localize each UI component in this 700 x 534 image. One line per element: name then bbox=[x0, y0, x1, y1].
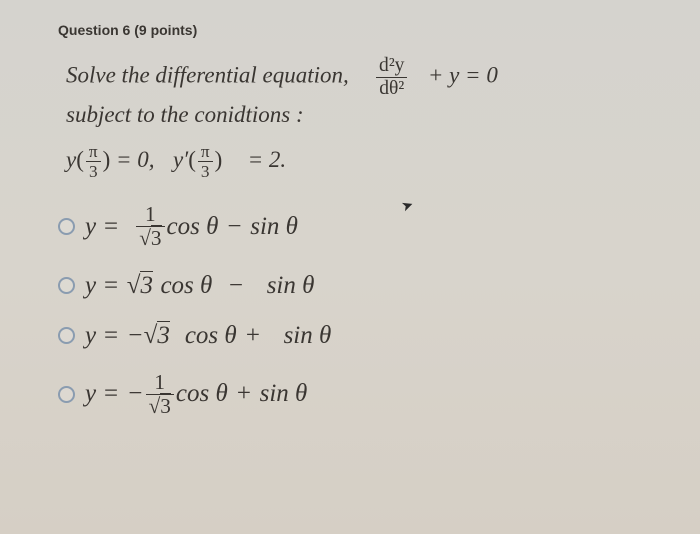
opt-c-op: + bbox=[244, 322, 261, 350]
option-d-label: y = − 1 √3 cos θ + sin θ bbox=[85, 372, 307, 418]
opt-d-coef-den: √3 bbox=[146, 395, 174, 417]
option-c[interactable]: y = − √3 cos θ + sin θ bbox=[58, 322, 660, 350]
opt-b-term1: cos θ bbox=[160, 272, 212, 300]
opt-c-neg: − bbox=[127, 322, 144, 350]
opt-a-op: − bbox=[226, 213, 243, 241]
opt-d-coef: 1 √3 bbox=[146, 372, 174, 418]
opt-c-lhs: y = bbox=[85, 322, 119, 350]
ic-y-arg-num: π bbox=[86, 143, 101, 162]
option-c-label: y = − √3 cos θ + sin θ bbox=[85, 322, 331, 350]
derivative-denominator: dθ² bbox=[376, 78, 407, 99]
problem-statement: Solve the differential equation, d²y dθ²… bbox=[58, 56, 660, 133]
equation-rhs: + y = 0 bbox=[428, 62, 498, 87]
option-a-label: y = 1 √3 cos θ − sin θ bbox=[85, 204, 298, 250]
opt-b-op: − bbox=[227, 272, 244, 300]
opt-c-term1: cos θ bbox=[185, 322, 237, 350]
opt-d-term2: sin θ bbox=[260, 380, 308, 408]
opt-d-neg: − bbox=[127, 380, 144, 408]
opt-d-op: + bbox=[235, 380, 252, 408]
opt-a-coef-num: 1 bbox=[136, 204, 164, 227]
opt-a-coef: 1 √3 bbox=[136, 204, 164, 250]
option-d[interactable]: y = − 1 √3 cos θ + sin θ bbox=[58, 372, 660, 418]
ic-y-value: = 0, bbox=[116, 147, 155, 172]
radio-icon[interactable] bbox=[58, 277, 75, 294]
opt-a-coef-den: √3 bbox=[136, 227, 164, 249]
opt-d-lhs: y = bbox=[85, 380, 119, 408]
opt-a-lhs: y = bbox=[85, 213, 119, 241]
options-list: y = 1 √3 cos θ − sin θ y = √3 cos θ − si… bbox=[58, 204, 660, 417]
derivative-numerator: d²y bbox=[376, 56, 407, 78]
option-a[interactable]: y = 1 √3 cos θ − sin θ bbox=[58, 204, 660, 250]
opt-a-term2: sin θ bbox=[250, 213, 298, 241]
option-b-label: y = √3 cos θ − sin θ bbox=[85, 272, 314, 300]
radio-icon[interactable] bbox=[58, 386, 75, 403]
opt-d-term1: cos θ bbox=[176, 380, 228, 408]
ic-yp-arg-num: π bbox=[198, 143, 213, 162]
radio-icon[interactable] bbox=[58, 327, 75, 344]
ic-y-arg-den: 3 bbox=[86, 162, 101, 180]
opt-b-lhs: y = bbox=[85, 272, 119, 300]
opt-c-term2: sin θ bbox=[284, 322, 332, 350]
ic-yprime-value: = 2. bbox=[248, 147, 287, 172]
derivative-fraction: d²y dθ² bbox=[376, 56, 407, 98]
opt-c-coef: √3 bbox=[144, 322, 170, 350]
initial-conditions: y( π 3 ) = 0, y′( π 3 ) = 2. bbox=[58, 143, 660, 181]
opt-b-coef: √3 bbox=[127, 272, 153, 300]
ic-yprime-label: y′ bbox=[173, 147, 188, 172]
opt-b-term2: sin θ bbox=[267, 272, 315, 300]
option-b[interactable]: y = √3 cos θ − sin θ bbox=[58, 272, 660, 300]
radio-icon[interactable] bbox=[58, 218, 75, 235]
ic-y-label: y bbox=[66, 147, 76, 172]
opt-a-term1: cos θ bbox=[167, 213, 219, 241]
problem-line2-text: subject to the conidtions : bbox=[66, 102, 304, 127]
question-header: Question 6 (9 points) bbox=[58, 22, 660, 38]
problem-line1-text: Solve the differential equation, bbox=[66, 62, 349, 87]
ic-yp-arg-den: 3 bbox=[198, 162, 213, 180]
opt-d-coef-num: 1 bbox=[146, 372, 174, 395]
